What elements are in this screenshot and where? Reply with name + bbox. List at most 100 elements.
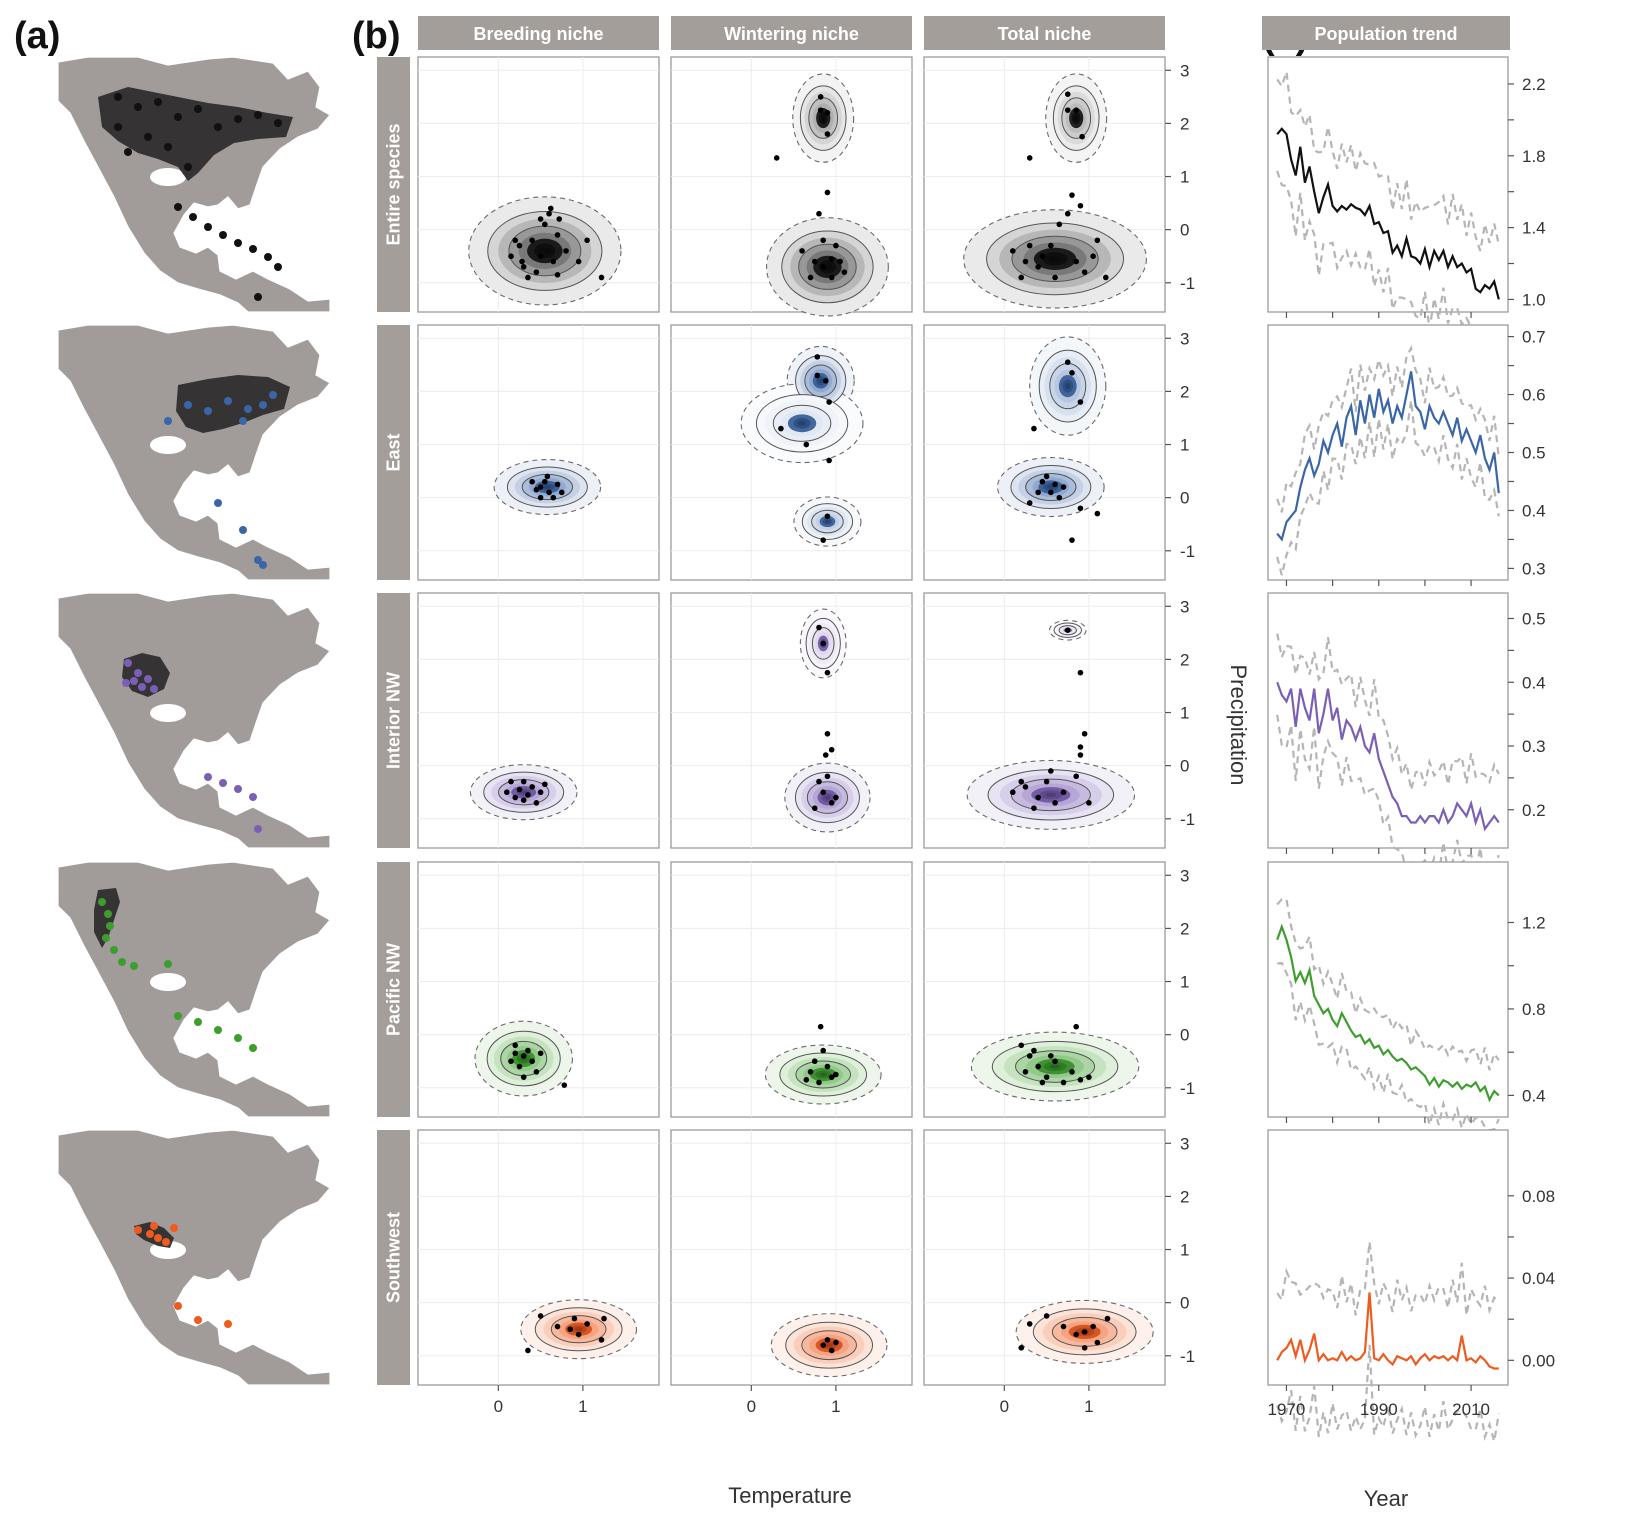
observation-point	[828, 746, 835, 753]
sighting-point	[144, 133, 152, 141]
observation-point	[558, 489, 565, 496]
sighting-point	[219, 779, 227, 787]
map-sea-inlet	[250, 240, 266, 246]
observation-point	[816, 210, 822, 217]
sighting-point	[239, 526, 247, 534]
observation-point	[1039, 478, 1046, 485]
sighting-point	[106, 922, 114, 930]
sighting-point	[219, 231, 227, 239]
observation-point	[1052, 1058, 1058, 1065]
observation-point	[533, 486, 540, 493]
observation-point	[1009, 789, 1016, 796]
y-tick-label: 0.3	[1522, 737, 1546, 756]
observation-point	[1094, 237, 1101, 244]
sighting-point	[174, 113, 182, 121]
map-sea-inlet	[250, 776, 266, 782]
niche-panel	[417, 324, 660, 581]
observation-point	[824, 513, 831, 520]
observation-point	[512, 794, 519, 801]
sighting-point	[154, 98, 162, 106]
niche-panel: -1 0 1 2 3	[923, 324, 1195, 581]
observation-point	[554, 1323, 561, 1330]
niche-panel: -1 0 1 2 3	[923, 592, 1195, 849]
observation-point	[512, 1042, 519, 1049]
observation-point	[1022, 1069, 1029, 1075]
density-level	[520, 790, 528, 795]
density-level	[818, 378, 823, 384]
y-tick-label: 1	[1180, 436, 1189, 455]
observation-point	[1031, 425, 1037, 432]
x-tick-label: 1	[578, 1397, 587, 1416]
observation-point	[1090, 253, 1096, 260]
observation-point	[1043, 778, 1050, 785]
niche-panel	[670, 56, 913, 317]
sighting-point	[164, 143, 172, 151]
sighting-point	[164, 417, 172, 425]
observation-point	[1094, 510, 1101, 517]
observation-point	[799, 248, 805, 254]
observation-point	[1064, 627, 1071, 633]
observation-point	[520, 1074, 527, 1080]
observation-point	[816, 1079, 822, 1086]
observation-point	[1073, 773, 1080, 780]
y-tick-label: 1.8	[1522, 147, 1546, 166]
y-tick-label: 3	[1180, 1134, 1189, 1153]
sighting-point	[146, 1230, 154, 1238]
sighting-point	[204, 223, 212, 231]
observation-point	[1031, 805, 1037, 811]
sighting-point	[204, 407, 212, 415]
observation-point	[803, 1077, 810, 1083]
observation-point	[529, 1058, 535, 1065]
observation-point	[1069, 1069, 1075, 1075]
range-map	[57, 861, 331, 1118]
y-tick-label: 0	[1180, 221, 1189, 240]
observation-point	[575, 1331, 582, 1338]
observation-point	[814, 354, 821, 360]
y-tick-label: 2	[1180, 1187, 1189, 1206]
row-strip	[377, 593, 410, 848]
sighting-point	[244, 405, 252, 413]
sighting-point	[214, 499, 222, 507]
sighting-point	[249, 245, 257, 253]
y-tick-label: 1.2	[1522, 914, 1546, 933]
observation-point	[1048, 1053, 1054, 1059]
observation-point	[561, 1082, 568, 1088]
sighting-point	[124, 148, 132, 156]
observation-point	[525, 274, 531, 281]
map-sea-inlet	[272, 1049, 284, 1055]
row-strip	[377, 1130, 410, 1385]
observation-point	[778, 425, 784, 432]
observation-point	[550, 258, 557, 265]
observation-point	[508, 1058, 514, 1065]
observation-point	[1077, 202, 1084, 209]
sighting-point	[239, 417, 247, 425]
observation-point	[807, 274, 814, 281]
sighting-point	[134, 1226, 142, 1234]
x-tick-label: 1	[1084, 1397, 1093, 1416]
range-map	[57, 56, 331, 313]
observation-point	[1086, 1074, 1092, 1080]
breeding-range	[98, 87, 293, 181]
observation-point	[529, 478, 535, 485]
observation-point	[1048, 242, 1054, 249]
niche-panel	[417, 56, 660, 313]
observation-point	[1039, 1079, 1046, 1086]
observation-point	[820, 640, 827, 647]
y-axis-title: Precipitation	[1226, 664, 1251, 785]
observation-point	[520, 1053, 527, 1059]
map-land	[57, 1129, 331, 1386]
sighting-point	[102, 934, 110, 942]
observation-point	[1048, 489, 1054, 496]
observation-point	[824, 109, 831, 116]
observation-point	[542, 781, 548, 788]
y-tick-label: 0	[1180, 757, 1189, 776]
observation-point	[817, 107, 824, 113]
observation-point	[1064, 107, 1071, 113]
observation-point	[824, 189, 831, 196]
observation-point	[1026, 500, 1033, 506]
trend-panels: Population trend 2.2 1.8 1.4 1.0 0.7 0.6 0.5 0.4…	[1262, 16, 1555, 1511]
observation-point	[547, 205, 554, 212]
y-tick-label: 0	[1180, 1294, 1189, 1313]
y-tick-label: 1.4	[1522, 219, 1546, 238]
density-level	[819, 1072, 828, 1077]
